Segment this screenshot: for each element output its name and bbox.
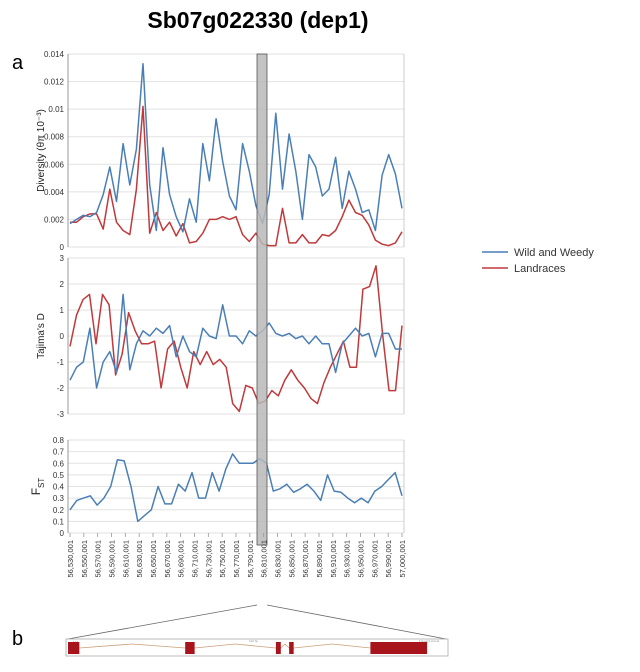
y-tick-label: 0 xyxy=(60,332,65,341)
x-tick-label: 56,790,001 xyxy=(246,540,255,578)
y-tick-label: 0.006 xyxy=(44,160,65,169)
x-tick-label: 56,830,001 xyxy=(274,540,283,578)
gene-annotation-2: 126 bp xyxy=(249,639,259,643)
gene-structure xyxy=(68,642,428,654)
y-tick-label: 0.1 xyxy=(53,517,65,526)
y-tick-label: 0.3 xyxy=(53,494,65,503)
exon xyxy=(370,642,428,654)
series-line-landraces xyxy=(69,265,403,413)
legend-label-wild: Wild and Weedy xyxy=(514,247,594,259)
intron xyxy=(293,643,371,649)
y-tick-label: 0.01 xyxy=(48,105,64,114)
panels: 0 0.002 0.004 0.006 0.008 0.01 0.012 0.014 Diver… xyxy=(29,50,405,538)
intron xyxy=(280,643,290,649)
y-tick-label: 0 xyxy=(60,243,65,252)
y-tick-label: 0.6 xyxy=(53,459,65,468)
panel-label-a: a xyxy=(12,52,24,74)
intron xyxy=(79,643,186,649)
zoom-connector-left xyxy=(67,604,258,640)
panel-label-b: b xyxy=(12,628,23,650)
x-tick-label: 56,550,001 xyxy=(80,540,89,578)
panel-3: 0 0.1 0.2 0.3 0.4 0.5 0.6 0.7 0.8 FST xyxy=(29,436,405,538)
figure-title: Sb07g022330 (dep1) xyxy=(147,7,368,33)
y-tick-label: 0.8 xyxy=(53,436,65,445)
gene-annotation-1: +++ xyxy=(73,639,79,643)
y-tick-label: -2 xyxy=(57,384,65,393)
x-tick-label: 56,690,001 xyxy=(177,540,186,578)
x-tick-label: 57,000,001 xyxy=(398,540,407,578)
intron xyxy=(194,643,276,649)
highlight-region xyxy=(256,53,268,546)
y-tick-label: 0.5 xyxy=(53,471,65,480)
panel-2: -3 -2 -1 0 1 2 3 Tajima's D xyxy=(36,254,405,419)
y-tick-label: 0.002 xyxy=(44,215,65,224)
x-tick-label: 56,630,001 xyxy=(135,540,144,578)
series-line-wild-and-weedy xyxy=(69,62,403,233)
x-tick-label: 56,530,001 xyxy=(66,540,75,578)
x-tick-label: 56,670,001 xyxy=(163,540,172,578)
x-axis: 56,530,001 56,550,001 56,570,001 56,590,001… xyxy=(66,533,407,578)
x-tick-label: 56,570,001 xyxy=(94,540,103,578)
x-tick-label: 56,710,001 xyxy=(191,540,200,578)
y-tick-label: -3 xyxy=(57,410,65,419)
gene-model-frame xyxy=(65,638,449,657)
x-tick-label: 56,890,001 xyxy=(315,540,324,578)
exon xyxy=(185,642,195,654)
x-tick-label: 56,910,001 xyxy=(329,540,338,578)
exon xyxy=(68,642,80,654)
legend: Wild and Weedy Landraces xyxy=(482,247,594,275)
x-tick-label: 56,870,001 xyxy=(301,540,310,578)
x-tick-label: 56,810,001 xyxy=(260,540,269,578)
y-tick-label: 0.012 xyxy=(44,78,65,87)
y-axis-label: Tajima's D xyxy=(36,313,47,359)
y-tick-label: 2 xyxy=(60,280,65,289)
y-tick-label: 0.014 xyxy=(44,50,65,59)
x-tick-label: 56,750,001 xyxy=(218,540,227,578)
x-tick-label: 56,590,001 xyxy=(108,540,117,578)
x-tick-label: 56,970,001 xyxy=(370,540,379,578)
gene-annotation-3: Forward strand xyxy=(419,639,440,643)
x-tick-label: 56,650,001 xyxy=(149,540,158,578)
x-tick-label: 56,930,001 xyxy=(343,540,352,578)
x-tick-label: 56,770,001 xyxy=(232,540,241,578)
zoom-connector-right xyxy=(266,604,447,640)
y-axis-label: Diversity (θπ 10⁻³) xyxy=(36,109,47,192)
y-tick-label: 1 xyxy=(60,306,65,315)
gene-model: +++ 126 bp Forward strand xyxy=(65,604,449,657)
series-line-landraces xyxy=(70,105,403,247)
y-tick-label: 0.7 xyxy=(53,448,65,457)
y-tick-label: 0.2 xyxy=(53,506,65,515)
y-tick-label: 0.004 xyxy=(44,188,65,197)
x-tick-label: 56,730,001 xyxy=(204,540,213,578)
y-tick-label: -1 xyxy=(57,358,65,367)
series-line-wild-and-weedy xyxy=(69,293,402,389)
exon xyxy=(275,642,281,654)
x-tick-label: 56,990,001 xyxy=(384,540,393,578)
series-line-wild-and-weedy xyxy=(69,453,403,523)
legend-label-landraces: Landraces xyxy=(514,263,566,275)
y-tick-label: 0.4 xyxy=(53,483,65,492)
y-tick-label: 0 xyxy=(60,529,65,538)
x-tick-label: 56,850,001 xyxy=(287,540,296,578)
y-tick-label: 0.008 xyxy=(44,133,65,142)
panel-1: 0 0.002 0.004 0.006 0.008 0.01 0.012 0.014 Diver… xyxy=(36,50,405,252)
exon xyxy=(289,642,294,654)
y-tick-label: 3 xyxy=(60,254,65,263)
x-tick-label: 56,610,001 xyxy=(121,540,130,578)
x-tick-label: 56,950,001 xyxy=(357,540,366,578)
y-axis-label: FST xyxy=(29,478,46,496)
